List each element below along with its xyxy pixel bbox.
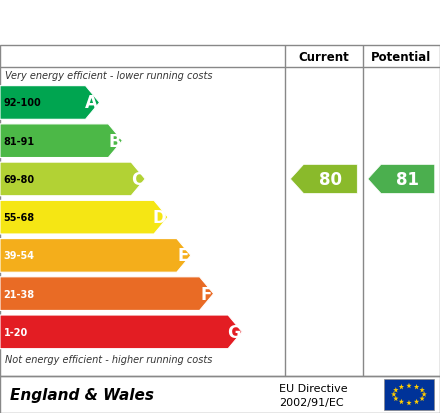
Polygon shape	[419, 396, 425, 401]
Polygon shape	[290, 165, 357, 194]
Polygon shape	[0, 239, 191, 273]
Text: Potential: Potential	[371, 50, 431, 64]
Polygon shape	[0, 315, 242, 349]
Text: E: E	[178, 247, 189, 265]
Text: Not energy efficient - higher running costs: Not energy efficient - higher running co…	[5, 354, 213, 364]
Text: EU Directive: EU Directive	[279, 383, 348, 393]
Text: England & Wales: England & Wales	[10, 387, 154, 402]
Text: A: A	[85, 94, 98, 112]
Text: 21-38: 21-38	[4, 289, 35, 299]
Text: D: D	[153, 209, 166, 227]
Text: 81: 81	[396, 171, 419, 188]
Text: 69-80: 69-80	[4, 175, 35, 185]
Polygon shape	[0, 125, 122, 158]
Polygon shape	[414, 399, 419, 404]
Polygon shape	[393, 387, 399, 393]
Polygon shape	[399, 399, 404, 404]
Polygon shape	[406, 400, 412, 406]
Text: B: B	[108, 133, 121, 150]
Text: 80: 80	[319, 171, 342, 188]
Polygon shape	[0, 201, 168, 235]
Polygon shape	[0, 277, 214, 311]
Text: 2002/91/EC: 2002/91/EC	[279, 397, 344, 407]
Polygon shape	[391, 392, 396, 397]
Text: 81-91: 81-91	[4, 136, 35, 146]
Polygon shape	[0, 163, 145, 196]
Text: 92-100: 92-100	[4, 98, 41, 108]
Polygon shape	[419, 387, 425, 393]
Polygon shape	[406, 383, 412, 388]
Polygon shape	[0, 86, 99, 120]
Text: F: F	[201, 285, 212, 303]
Polygon shape	[422, 392, 427, 397]
Text: Energy Efficiency Rating: Energy Efficiency Rating	[11, 14, 290, 33]
Polygon shape	[393, 396, 399, 401]
Bar	[384, 379, 434, 410]
Text: 1-20: 1-20	[4, 327, 28, 337]
Text: 39-54: 39-54	[4, 251, 34, 261]
Text: Current: Current	[298, 50, 349, 64]
Text: G: G	[227, 323, 240, 341]
Text: 55-68: 55-68	[4, 213, 35, 223]
Text: C: C	[131, 171, 143, 188]
Polygon shape	[399, 384, 404, 389]
Polygon shape	[368, 165, 435, 194]
Polygon shape	[414, 384, 419, 389]
Text: Very energy efficient - lower running costs: Very energy efficient - lower running co…	[5, 71, 213, 81]
